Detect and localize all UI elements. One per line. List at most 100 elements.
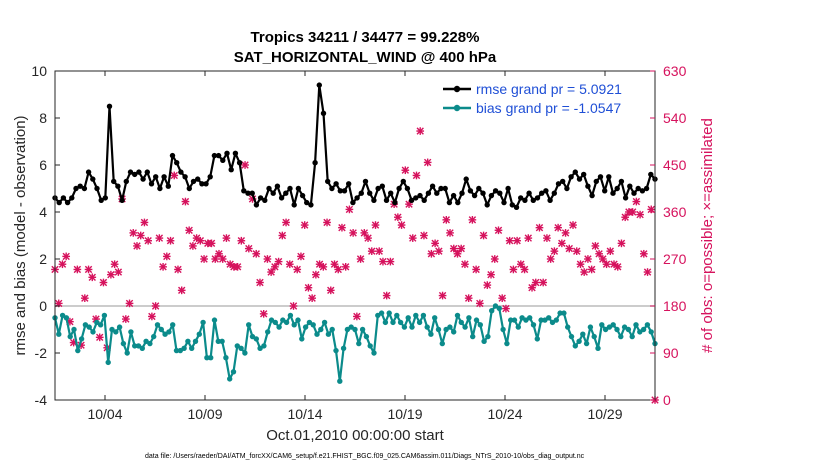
rmse-point xyxy=(312,160,318,166)
bias-point xyxy=(63,315,70,321)
obs-count-marker xyxy=(162,252,171,261)
bias-point xyxy=(302,324,309,330)
bias-point xyxy=(337,378,343,384)
rmse-point xyxy=(413,195,419,201)
bias-point xyxy=(158,326,164,333)
y-tick-label: 2 xyxy=(39,251,47,267)
obs-count-marker xyxy=(211,255,220,263)
obs-count-marker xyxy=(617,239,626,248)
rmse-point xyxy=(270,190,276,196)
plot-frame xyxy=(54,70,656,401)
bias-point xyxy=(352,326,358,333)
rmse-point xyxy=(543,188,549,194)
rmse-point xyxy=(287,185,293,192)
bias-point xyxy=(496,305,502,312)
obs-count-marker xyxy=(561,229,570,237)
bias-point xyxy=(261,343,267,349)
rmse-point xyxy=(593,178,599,185)
bias-point xyxy=(67,333,73,340)
obs-count-marker xyxy=(259,309,268,318)
obs-count-marker xyxy=(282,218,290,227)
bias-point xyxy=(568,333,575,340)
rmse-point xyxy=(358,190,364,196)
bias-point xyxy=(318,326,324,333)
obs-count-marker xyxy=(136,231,145,240)
rmse-point xyxy=(425,190,432,196)
obs-count-marker xyxy=(483,281,492,289)
bias-point xyxy=(500,326,506,333)
obs-count-marker xyxy=(289,302,298,310)
y-ticks-right: 0 90 180 270 360 450 540 630 xyxy=(650,63,687,408)
rmse-point xyxy=(446,199,453,206)
rmse-point xyxy=(115,183,121,189)
rmse-point xyxy=(631,190,637,196)
bias-point xyxy=(295,317,301,323)
bias-point xyxy=(428,331,434,337)
bias-point xyxy=(572,343,578,349)
rmse-point xyxy=(585,183,591,189)
obs-count-marker xyxy=(196,236,205,245)
rmse-point xyxy=(522,197,528,203)
bias-point xyxy=(75,347,81,354)
obs-count-marker xyxy=(401,166,410,175)
bias-point xyxy=(181,345,187,351)
bias-point xyxy=(447,324,453,330)
bias-point xyxy=(359,326,366,333)
bias-point xyxy=(454,312,461,319)
y-axis-label-right: # of obs: o=possible; ×=assimilated xyxy=(699,118,716,353)
rmse-point xyxy=(455,199,461,206)
bias-point xyxy=(397,319,404,326)
rmse-point xyxy=(224,150,230,156)
obs-count-marker xyxy=(241,161,249,169)
y-tick-label: 4 xyxy=(39,204,47,220)
y-right-tick-label: 450 xyxy=(663,157,687,173)
obs-count-marker xyxy=(505,236,514,245)
y-right-tick-label: 180 xyxy=(663,298,687,314)
obs-count-marker xyxy=(233,262,242,271)
obs-count-marker xyxy=(524,234,533,242)
obs-count-marker xyxy=(595,249,603,258)
rmse-point xyxy=(144,169,150,175)
obs-count-marker xyxy=(520,265,529,274)
obs-count-marker xyxy=(148,312,156,321)
obs-count-marker xyxy=(151,302,160,310)
chart-title: Tropics 34211 / 34477 = 99.228% xyxy=(251,29,480,46)
rmse-point xyxy=(174,160,180,166)
rmse-point xyxy=(85,169,92,175)
rmse-point xyxy=(136,169,142,175)
bias-point xyxy=(189,345,195,351)
obs-count-marker xyxy=(345,205,354,214)
obs-count-marker xyxy=(80,294,89,303)
rmse-point xyxy=(81,185,88,192)
rmse-point xyxy=(228,167,234,173)
rmse-point xyxy=(148,181,155,187)
obs-count-marker xyxy=(367,247,376,256)
rmse-point xyxy=(119,197,125,203)
obs-count-marker xyxy=(628,208,637,216)
rmse-point xyxy=(56,199,62,206)
bias-point xyxy=(432,315,438,321)
bias-point xyxy=(382,319,389,326)
obs-count-marker xyxy=(170,171,179,180)
y-tick-label: -4 xyxy=(35,392,48,408)
bias-point xyxy=(451,329,457,335)
rmse-point xyxy=(627,183,633,189)
rmse-point xyxy=(463,176,469,182)
rmse-point xyxy=(560,178,566,185)
bias-point xyxy=(599,322,605,328)
obs-count-marker xyxy=(569,221,577,229)
obs-count-marker xyxy=(166,236,175,245)
rmse-point xyxy=(211,152,218,159)
obs-count-marker xyxy=(613,262,622,271)
bias-point xyxy=(325,331,332,337)
rmse-point xyxy=(434,190,440,196)
rmse-point xyxy=(190,178,197,185)
chart-subtitle: SAT_HORIZONTAL_WIND @ 400 hPa xyxy=(234,49,497,66)
rmse-point xyxy=(215,152,222,159)
bias-point xyxy=(276,324,282,330)
obs-count-marker xyxy=(349,229,357,237)
obs-count-marker xyxy=(159,262,167,271)
obs-count-marker xyxy=(189,242,197,250)
bias-point xyxy=(139,345,145,351)
rmse-point xyxy=(102,195,109,201)
